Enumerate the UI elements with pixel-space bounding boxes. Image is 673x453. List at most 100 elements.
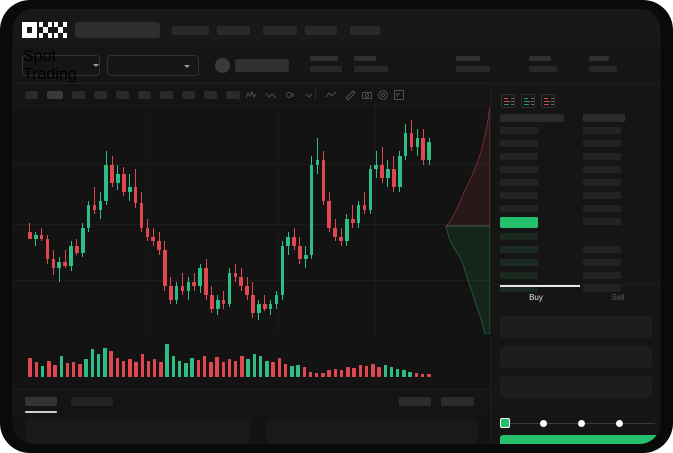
orderbook-view-bids-icon[interactable] (521, 94, 535, 108)
slider-stop-50[interactable] (578, 419, 585, 427)
compare-icon[interactable] (265, 89, 277, 101)
candlestick (309, 106, 314, 334)
ruler-icon[interactable] (344, 89, 356, 101)
bottom-action-1[interactable] (399, 397, 431, 406)
candle-body (257, 304, 261, 314)
tab-order-history[interactable] (71, 397, 113, 406)
timeframe-chip-3[interactable] (72, 91, 85, 99)
candle-body (274, 295, 279, 305)
okx-logo-icon[interactable] (22, 22, 67, 38)
volume-bar (277, 357, 282, 377)
volume-bar (140, 354, 144, 377)
candle-wick (58, 257, 60, 282)
volume-bar (371, 363, 375, 377)
orders-tabbar (13, 389, 490, 415)
timeframe-chip-9[interactable] (204, 91, 217, 99)
chart-gridline-v (375, 106, 376, 334)
total-field[interactable] (500, 376, 652, 398)
orderbook-ask-row[interactable] (500, 205, 538, 212)
orderbook-ask-row[interactable] (500, 127, 538, 134)
chart-gridline (13, 224, 490, 225)
global-search-input[interactable] (75, 22, 160, 38)
orderbook-ask-size (583, 192, 621, 199)
market-type-selector[interactable]: Spot Trading (22, 48, 100, 83)
candle-body (268, 304, 273, 309)
orderbook-bid-row[interactable] (500, 246, 538, 253)
timeframe-chip-10[interactable] (226, 91, 239, 99)
timeframe-chip-4[interactable] (94, 91, 107, 99)
indicator-icon[interactable] (245, 89, 257, 101)
nav-item-5[interactable] (350, 26, 380, 35)
candlestick (63, 106, 67, 334)
chevron-down-icon[interactable] (303, 89, 315, 101)
bottom-action-2[interactable] (441, 397, 474, 406)
candle-body (380, 164, 384, 179)
timeframe-chip-5[interactable] (116, 91, 129, 99)
timeframe-chip-8[interactable] (182, 91, 195, 99)
nav-item-2[interactable] (217, 26, 250, 35)
orderbook-bid-row[interactable] (500, 233, 538, 240)
nav-item-4[interactable] (305, 26, 337, 35)
volume-bar (109, 351, 113, 377)
volume-bar (165, 344, 169, 377)
candle-body (139, 203, 144, 228)
candle-body (57, 261, 62, 269)
slider-stop-75[interactable] (616, 419, 623, 427)
candlestick (122, 106, 126, 334)
orderbook-ask-row[interactable] (500, 140, 538, 147)
candlestick (303, 106, 308, 334)
candle-wick (317, 137, 319, 174)
orderbook-bid-row[interactable] (500, 285, 538, 292)
line-style-icon[interactable] (325, 89, 337, 101)
fullscreen-icon[interactable] (393, 89, 405, 101)
orderbook-view-asks-icon[interactable] (541, 94, 555, 108)
timeframe-chip-6[interactable] (138, 91, 151, 99)
orderbook-ask-row[interactable] (500, 153, 538, 160)
timeframe-chip-2[interactable] (47, 91, 63, 99)
volume-bar (177, 360, 182, 377)
pair-avatar-icon (215, 58, 230, 73)
candle-body (204, 268, 208, 296)
candlestick (280, 106, 285, 334)
volume-bar (40, 366, 45, 377)
candle-body (180, 286, 185, 291)
amount-field[interactable] (500, 346, 652, 368)
candlestick (274, 106, 279, 334)
trading-pair-selector[interactable] (107, 55, 199, 76)
timeframe-chip-7[interactable] (160, 91, 173, 99)
timeframe-chip-1[interactable] (25, 91, 38, 99)
tab-open-orders[interactable] (25, 397, 57, 406)
tab-buy[interactable]: Buy (496, 293, 576, 302)
orderbook-bid-row[interactable] (500, 272, 538, 279)
market-subheader: Spot Trading (13, 47, 660, 84)
candlestick (127, 106, 132, 334)
slider-stop-25[interactable] (540, 419, 547, 427)
candle-body (110, 164, 114, 183)
orderbook-ask-row[interactable] (500, 192, 538, 199)
settings-icon[interactable] (377, 89, 389, 101)
volume-bar (414, 373, 419, 377)
camera-icon[interactable] (361, 89, 373, 101)
place-buy-order-button[interactable] (500, 435, 660, 444)
candlestick (321, 106, 326, 334)
chart-gridline (13, 280, 490, 281)
nav-item-3[interactable] (263, 26, 297, 35)
orderbook-ask-row[interactable] (500, 166, 538, 173)
orderbook-view-both-icon[interactable] (501, 94, 515, 108)
orderbook-rows[interactable] (491, 112, 660, 292)
candle-body (245, 286, 249, 296)
orderbook-ask-row[interactable] (500, 179, 538, 186)
candlestick-chart[interactable] (13, 106, 490, 334)
price-field[interactable] (500, 316, 652, 338)
nav-item-1[interactable] (172, 26, 209, 35)
slider-handle[interactable] (500, 418, 510, 428)
orderbook-spread-highlight (500, 217, 538, 228)
candlestick (28, 106, 32, 334)
amount-percent-slider[interactable] (500, 417, 655, 429)
candle-body (292, 236, 296, 246)
orderbook-bid-row[interactable] (500, 259, 538, 266)
alert-icon[interactable] (285, 89, 297, 101)
volume-histogram (13, 334, 490, 389)
tab-sell[interactable]: Sell (578, 293, 658, 302)
candle-body (92, 205, 97, 210)
